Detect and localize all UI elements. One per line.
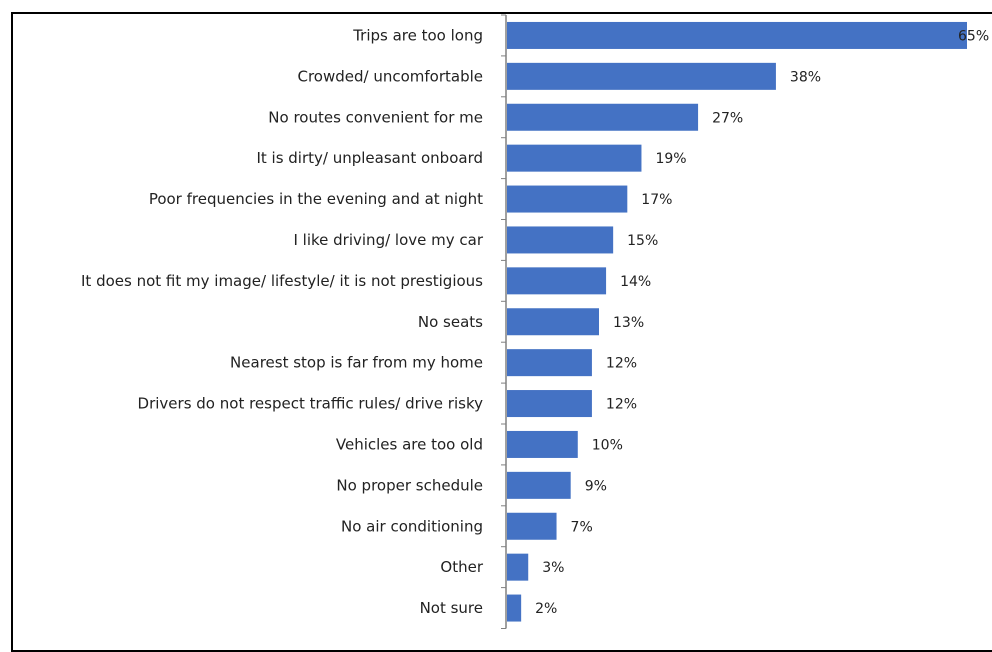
bar (507, 471, 571, 499)
category-label: I like driving/ love my car (293, 231, 483, 249)
bars-layer (507, 21, 967, 622)
category-label: It does not fit my image/ lifestyle/ it … (81, 272, 483, 290)
bar (507, 185, 628, 213)
bar (507, 226, 614, 254)
data-label: 14% (620, 274, 651, 290)
data-label: 7% (571, 519, 593, 535)
category-label: Crowded/ uncomfortable (297, 67, 483, 85)
data-label: 38% (790, 69, 821, 85)
bar (507, 62, 776, 90)
bar (507, 308, 599, 336)
data-label: 3% (542, 560, 564, 576)
category-label: No seats (418, 313, 483, 331)
data-labels: 65% 38% 27% 19% 17% 15% 14% 13% 12% 12% 10% 9% 7% 3% 2… (535, 28, 989, 617)
chart-frame (11, 12, 992, 652)
bar (507, 267, 607, 295)
data-label: 19% (655, 151, 686, 167)
bar (507, 144, 642, 172)
data-label: 27% (712, 110, 743, 126)
category-label: Nearest stop is far from my home (230, 354, 483, 372)
category-label: No routes convenient for me (268, 108, 483, 126)
category-axis-ticks (501, 14, 506, 629)
data-label: 12% (606, 397, 637, 413)
category-label: No proper schedule (336, 476, 483, 494)
category-label: Drivers do not respect traffic rules/ dr… (138, 395, 484, 413)
category-label: It is dirty/ unpleasant onboard (256, 149, 483, 167)
data-label: 15% (627, 233, 658, 249)
bar (507, 349, 592, 377)
bar (507, 390, 592, 418)
data-label: 9% (585, 478, 607, 494)
data-label: 17% (641, 192, 672, 208)
bar (507, 594, 522, 622)
data-label: 12% (606, 356, 637, 372)
category-label: Not sure (420, 599, 483, 617)
category-label: Trips are too long (352, 26, 483, 44)
data-label: 2% (535, 601, 557, 617)
bar (507, 21, 967, 49)
bar (507, 103, 699, 131)
bar (507, 430, 578, 458)
data-label: 13% (613, 315, 644, 331)
bar (507, 512, 557, 540)
category-label: Poor frequencies in the evening and at n… (149, 190, 483, 208)
category-label: No air conditioning (341, 517, 483, 535)
bar (507, 553, 529, 581)
data-label: 10% (592, 437, 623, 453)
data-label: 65% (958, 28, 989, 44)
bar-chart: Trips are too long Crowded/ uncomfortable… (81, 14, 989, 629)
category-label: Other (440, 558, 483, 576)
category-label: Vehicles are too old (336, 435, 483, 453)
category-labels: Trips are too long Crowded/ uncomfortable… (81, 26, 484, 617)
